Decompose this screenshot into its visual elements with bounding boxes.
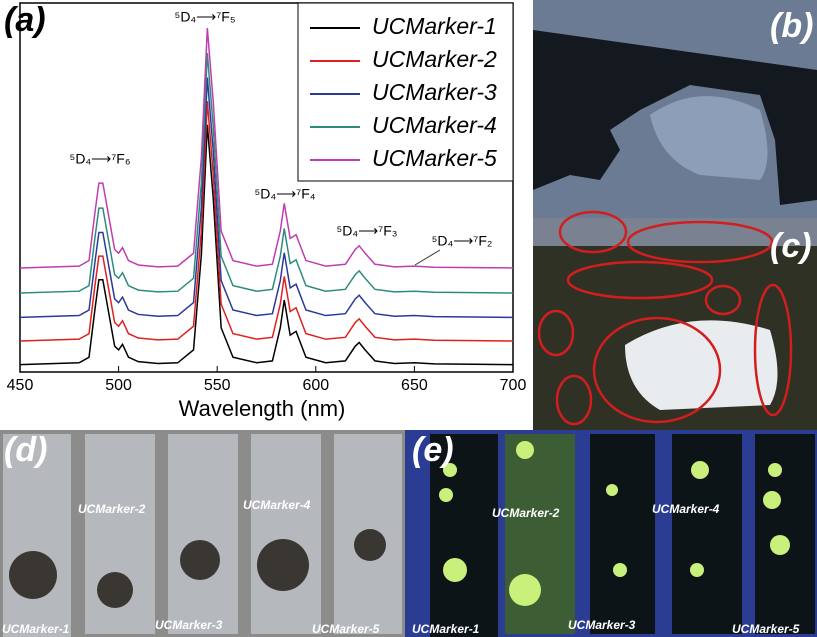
glow-spots — [439, 441, 790, 606]
series-line — [19, 101, 514, 342]
marker-label: UCMarker-2 — [78, 502, 146, 516]
burn-marks — [9, 529, 386, 608]
legend-label: UCMarker-1 — [372, 13, 497, 39]
annotation-arrow — [414, 249, 441, 266]
x-axis-label: Wavelength (nm) — [179, 396, 346, 421]
panel-label: (e) — [412, 431, 454, 469]
x-tick-label: 600 — [302, 377, 329, 394]
marker-label: UCMarker-1 — [2, 622, 70, 636]
x-tick-label: 550 — [204, 377, 231, 394]
x-tick-label: 450 — [7, 377, 34, 394]
highlight-ellipses — [537, 210, 793, 426]
legend-label: UCMarker-4 — [372, 112, 497, 138]
series-line — [19, 124, 514, 366]
panel-label: (c) — [770, 227, 812, 265]
strips — [430, 434, 815, 637]
gun-shape — [533, 30, 817, 205]
marker-label: UCMarker-2 — [492, 506, 560, 520]
x-tick-label: 500 — [105, 377, 132, 394]
trigger-guard — [625, 320, 778, 410]
panel-label: (d) — [4, 431, 47, 469]
series-line — [19, 53, 514, 294]
annotation: ⁵D₄⟶⁷F₆ — [70, 151, 131, 167]
plot-frame — [19, 2, 514, 373]
annotation: ⁵D₄⟶⁷F₃ — [336, 223, 397, 239]
marker-label: UCMarker-4 — [652, 502, 720, 516]
strips — [3, 434, 402, 637]
x-tick-label: 700 — [500, 377, 527, 394]
marker-label: UCMarker-5 — [732, 622, 800, 636]
series-line — [19, 77, 514, 319]
series-line — [19, 28, 514, 269]
marker-label: UCMarker-1 — [412, 622, 480, 636]
marker-label: UCMarker-4 — [243, 498, 311, 512]
annotation: ⁵D₄⟶⁷F₅ — [175, 9, 236, 25]
annotation: ⁵D₄⟶⁷F₂ — [432, 233, 493, 249]
marker-label: UCMarker-3 — [155, 618, 223, 632]
legend-label: UCMarker-5 — [372, 145, 497, 171]
x-tick-label: 650 — [401, 377, 428, 394]
annotation: ⁵D₄⟶⁷F₄ — [254, 186, 315, 202]
legend-box — [297, 2, 514, 182]
legend-label: UCMarker-3 — [372, 79, 497, 105]
trigger-guard — [650, 96, 768, 180]
legend-label: UCMarker-2 — [372, 46, 497, 72]
marker-label: UCMarker-5 — [312, 622, 380, 636]
panel-label: (b) — [770, 7, 813, 45]
panel-label: (a) — [4, 1, 46, 39]
marker-label: UCMarker-3 — [568, 618, 636, 632]
glow-strip — [505, 434, 575, 634]
